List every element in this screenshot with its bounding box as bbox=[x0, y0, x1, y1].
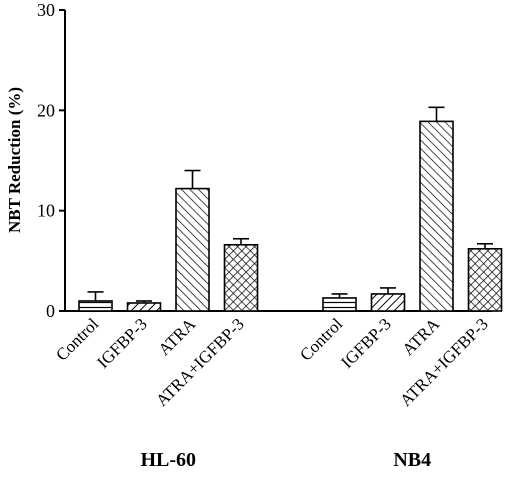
bars bbox=[78, 106, 503, 312]
group-label-nb4: NB4 bbox=[393, 449, 431, 471]
category-label: ATRA+IGFBP-3 bbox=[152, 314, 248, 410]
y-tick-label: 0 bbox=[46, 301, 55, 321]
category-label: IGFBP-3 bbox=[93, 314, 151, 372]
category-label: ATRA+IGFBP-3 bbox=[396, 314, 492, 410]
bar-hl-60-0 bbox=[78, 300, 113, 312]
category-label: IGFBP-3 bbox=[337, 314, 395, 372]
y-axis-label: NBT Reduction (%) bbox=[5, 87, 24, 233]
bar-nb4-0 bbox=[322, 297, 357, 312]
bar-hl-60-2 bbox=[175, 187, 210, 312]
bar-nb4-2 bbox=[419, 120, 454, 312]
category-label: ATRA bbox=[398, 314, 443, 359]
y-tick-label: 30 bbox=[37, 0, 55, 20]
y-tick-label: 20 bbox=[37, 100, 55, 120]
bar-nb4-3 bbox=[467, 247, 503, 312]
y-tick-label: 10 bbox=[37, 201, 55, 221]
bar-nb4-1 bbox=[370, 293, 406, 312]
category-label: ATRA bbox=[154, 314, 199, 359]
bar-hl-60-1 bbox=[126, 302, 162, 312]
bar-hl-60-3 bbox=[223, 243, 259, 312]
group-label-hl-60: HL-60 bbox=[140, 449, 196, 471]
